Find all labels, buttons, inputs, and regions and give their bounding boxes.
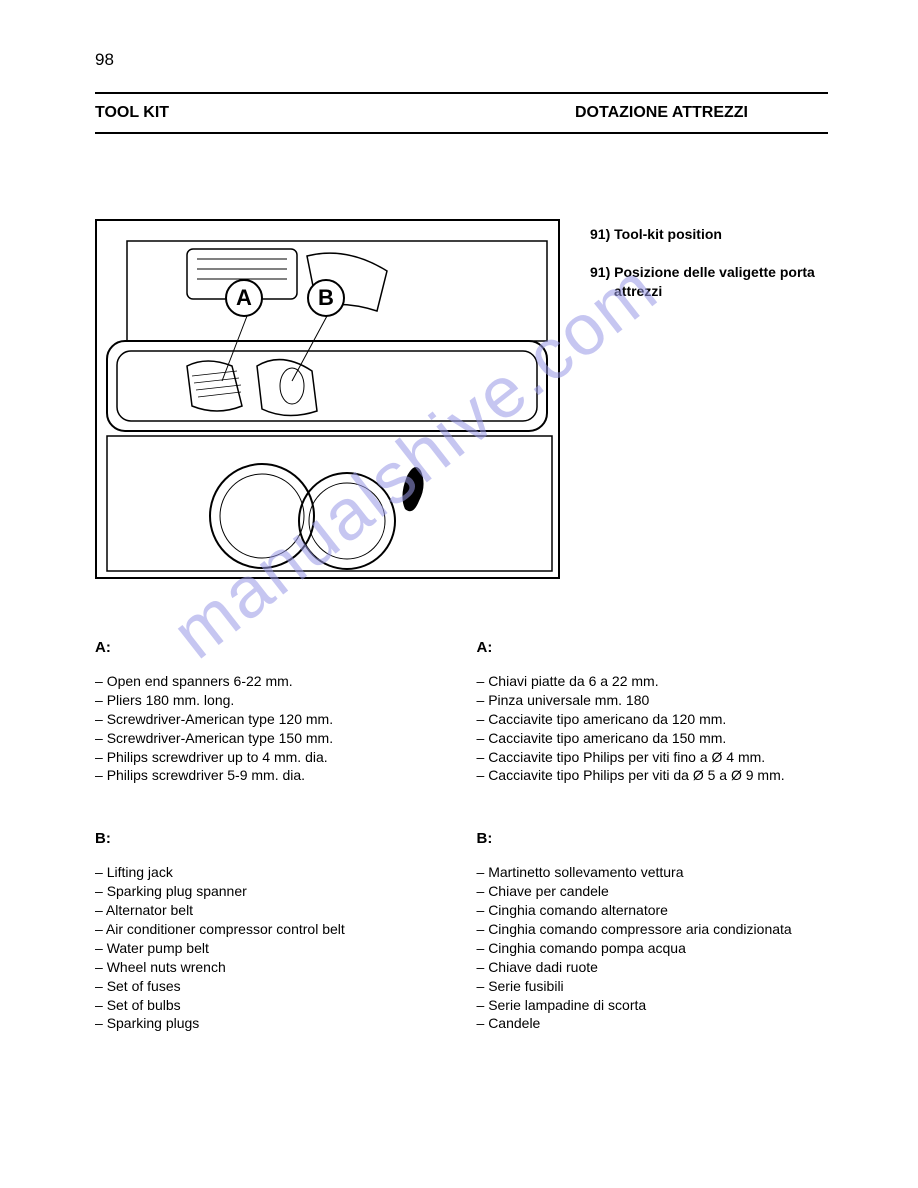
list-item: Sparking plug spanner bbox=[95, 882, 447, 901]
figure-illustration: A B bbox=[95, 219, 560, 579]
figure-label-b: B bbox=[307, 279, 345, 317]
lists-row: A: Open end spanners 6-22 mm. Pliers 180… bbox=[95, 639, 828, 1078]
caption-it-num: 91) bbox=[590, 264, 610, 280]
list-item: Martinetto sollevamento vettura bbox=[477, 863, 829, 882]
list-item: Pinza universale mm. 180 bbox=[477, 691, 829, 710]
list-item: Pliers 180 mm. long. bbox=[95, 691, 447, 710]
en-b-heading: B: bbox=[95, 830, 447, 847]
list-item: Cacciavite tipo americano da 120 mm. bbox=[477, 710, 829, 729]
header-right: DOTAZIONE ATTREZZI bbox=[575, 104, 828, 122]
list-item: Water pump belt bbox=[95, 939, 447, 958]
list-item: Cacciavite tipo americano da 150 mm. bbox=[477, 729, 829, 748]
it-a-heading: A: bbox=[477, 639, 829, 656]
italian-column: A: Chiavi piatte da 6 a 22 mm. Pinza uni… bbox=[477, 639, 829, 1078]
list-item: Serie fusibili bbox=[477, 977, 829, 996]
caption-english: 91) Tool-kit position bbox=[590, 225, 828, 245]
list-item: Philips screwdriver 5-9 mm. dia. bbox=[95, 766, 447, 785]
caption-en-text: Tool-kit position bbox=[614, 226, 722, 242]
list-item: Chiavi piatte da 6 a 22 mm. bbox=[477, 672, 829, 691]
it-b-heading: B: bbox=[477, 830, 829, 847]
en-a-list: Open end spanners 6-22 mm. Pliers 180 mm… bbox=[95, 672, 447, 785]
english-column: A: Open end spanners 6-22 mm. Pliers 180… bbox=[95, 639, 447, 1078]
figure-captions: 91) Tool-kit position 91) Posizione dell… bbox=[590, 219, 828, 579]
list-item: Open end spanners 6-22 mm. bbox=[95, 672, 447, 691]
list-item: Lifting jack bbox=[95, 863, 447, 882]
page-number: 98 bbox=[95, 50, 828, 70]
list-item: Chiave per candele bbox=[477, 882, 829, 901]
list-item: Cacciavite tipo Philips per viti fino a … bbox=[477, 748, 829, 767]
list-item: Wheel nuts wrench bbox=[95, 958, 447, 977]
list-item: Serie lampadine di scorta bbox=[477, 996, 829, 1015]
header-left: TOOL KIT bbox=[95, 104, 169, 122]
figure-row: A B 91) Tool-kit position 91) Posizione … bbox=[95, 219, 828, 579]
list-item: Candele bbox=[477, 1014, 829, 1033]
list-item: Alternator belt bbox=[95, 901, 447, 920]
figure-label-a: A bbox=[225, 279, 263, 317]
caption-en-num: 91) bbox=[590, 226, 610, 242]
engine-bay-illustration bbox=[97, 221, 558, 577]
list-item: Set of fuses bbox=[95, 977, 447, 996]
it-b-list: Martinetto sollevamento vettura Chiave p… bbox=[477, 863, 829, 1033]
it-a-list: Chiavi piatte da 6 a 22 mm. Pinza univer… bbox=[477, 672, 829, 785]
list-item: Chiave dadi ruote bbox=[477, 958, 829, 977]
caption-italian: 91) Posizione delle valigette porta attr… bbox=[590, 263, 828, 302]
list-item: Cinghia comando pompa acqua bbox=[477, 939, 829, 958]
list-item: Philips screwdriver up to 4 mm. dia. bbox=[95, 748, 447, 767]
list-item: Screwdriver-American type 120 mm. bbox=[95, 710, 447, 729]
section-header: TOOL KIT DOTAZIONE ATTREZZI bbox=[95, 92, 828, 134]
list-item: Cinghia comando compressore aria condizi… bbox=[477, 920, 829, 939]
caption-it-text: Posizione delle valigette porta attrezzi bbox=[614, 264, 815, 300]
list-item: Sparking plugs bbox=[95, 1014, 447, 1033]
list-item: Set of bulbs bbox=[95, 996, 447, 1015]
list-item: Cacciavite tipo Philips per viti da Ø 5 … bbox=[477, 766, 829, 785]
en-b-list: Lifting jack Sparking plug spanner Alter… bbox=[95, 863, 447, 1033]
list-item: Air conditioner compressor control belt bbox=[95, 920, 447, 939]
en-a-heading: A: bbox=[95, 639, 447, 656]
list-item: Cinghia comando alternatore bbox=[477, 901, 829, 920]
list-item: Screwdriver-American type 150 mm. bbox=[95, 729, 447, 748]
